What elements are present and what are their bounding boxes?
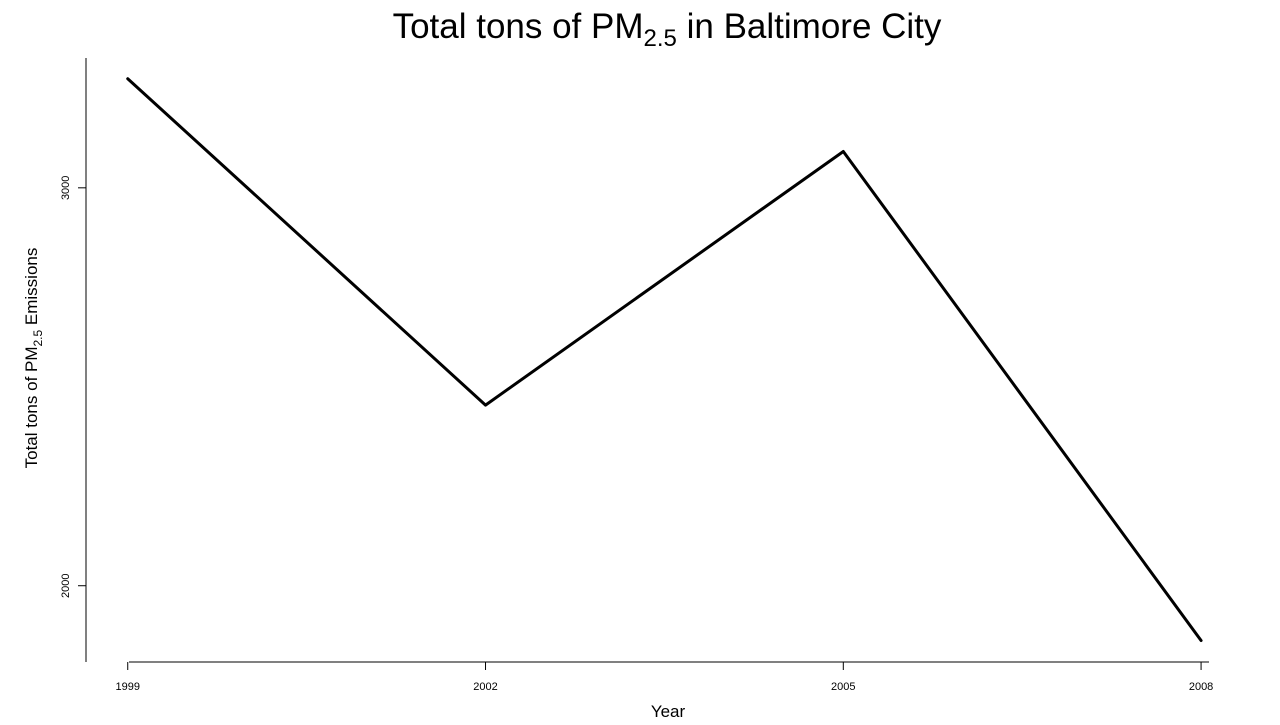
y-axis-label-suffix: Emissions bbox=[22, 248, 41, 330]
chart-title: Total tons of PM2.5 in Baltimore City bbox=[393, 7, 942, 52]
x-tick-label: 2008 bbox=[1189, 681, 1213, 693]
x-tick-label: 1999 bbox=[115, 681, 139, 693]
x-tick-label: 2005 bbox=[831, 681, 855, 693]
chart-title-prefix: Total tons of PM bbox=[393, 7, 644, 46]
chart-title-subscript: 2.5 bbox=[644, 25, 677, 52]
x-axis-label: Year bbox=[651, 702, 686, 720]
y-tick-label: 2000 bbox=[60, 573, 72, 597]
y-tick-label: 3000 bbox=[60, 176, 72, 200]
x-tick-label: 2002 bbox=[473, 681, 497, 693]
y-axis-label-subscript: 2.5 bbox=[31, 329, 45, 346]
y-axis-ticks: 2000 3000 bbox=[60, 176, 86, 598]
y-axis-label: Total tons of PM2.5 Emissions bbox=[22, 248, 45, 469]
chart-title-suffix: in Baltimore City bbox=[677, 7, 942, 46]
y-axis-label-prefix: Total tons of PM bbox=[22, 346, 41, 468]
series-layer bbox=[126, 77, 1203, 643]
series-line bbox=[126, 77, 1203, 643]
x-axis-ticks: 1999 2002 2005 2008 bbox=[115, 662, 1213, 693]
